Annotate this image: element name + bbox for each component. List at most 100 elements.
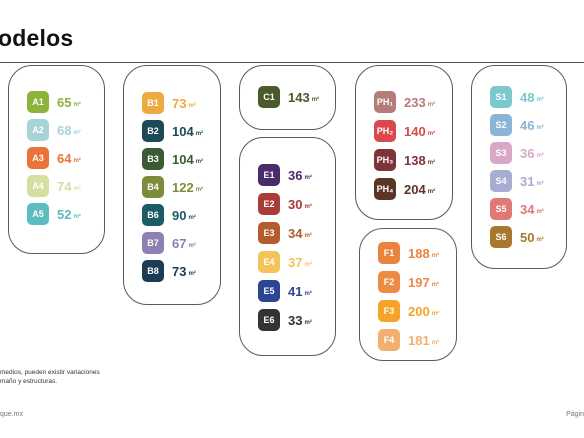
area-unit: m²: [431, 310, 440, 317]
model-area: 67 m²: [172, 236, 196, 251]
model-code-badge: PH₃: [374, 149, 396, 171]
footer-page-label: Págin: [566, 411, 584, 418]
model-item: PH₄ 204 m²: [374, 178, 435, 200]
model-area: 200 m²: [408, 304, 439, 319]
area-unit: m²: [73, 157, 81, 164]
model-code-badge: B6: [142, 204, 164, 226]
model-area: 64 m²: [57, 151, 81, 166]
model-item: F1 188 m²: [378, 242, 439, 264]
model-area-value: 138: [404, 152, 426, 168]
model-area-value: 143: [288, 89, 310, 105]
model-code-badge: S1: [490, 86, 512, 108]
model-area-value: 233: [404, 94, 426, 110]
model-area-value: 73: [172, 263, 187, 279]
area-unit: m²: [73, 129, 81, 136]
area-unit: m²: [427, 130, 436, 137]
model-area-value: 46: [520, 117, 535, 133]
model-item: S4 31 m²: [490, 170, 544, 192]
model-item: A2 68 m²: [27, 119, 81, 141]
area-unit: m²: [304, 290, 312, 297]
model-area-value: 197: [408, 274, 430, 290]
model-area: 34 m²: [288, 226, 312, 241]
model-code-badge: PH₄: [374, 178, 396, 200]
model-item: B4 122 m²: [142, 176, 203, 198]
area-unit: m²: [304, 232, 312, 239]
area-unit: m²: [73, 185, 81, 192]
model-code-badge: C1: [258, 86, 280, 108]
model-item: F2 197 m²: [378, 271, 439, 293]
model-area-value: 41: [288, 283, 303, 299]
model-area: 73 m²: [172, 264, 196, 279]
model-area: 30 m²: [288, 197, 312, 212]
model-area-value: 200: [408, 303, 430, 319]
model-code-badge: A2: [27, 119, 49, 141]
group-ph: PH₁ 233 m² PH₂ 140 m² PH₃ 138 m² PH₄ 204 m²: [355, 65, 453, 220]
model-code-badge: F4: [378, 329, 400, 351]
model-area: 90 m²: [172, 208, 196, 223]
model-code-badge: S6: [490, 226, 512, 248]
area-unit: m²: [311, 96, 320, 103]
model-code-badge: PH₁: [374, 91, 396, 113]
model-item: A5 52 m²: [27, 203, 81, 225]
model-area-value: 67: [172, 235, 187, 251]
model-area: 48 m²: [520, 90, 544, 105]
model-area: 41 m²: [288, 284, 312, 299]
model-area: 74 m²: [57, 179, 81, 194]
area-unit: m²: [427, 159, 436, 166]
model-area: 50 m²: [520, 230, 544, 245]
model-area: 36 m²: [288, 168, 312, 183]
model-area-value: 33: [288, 312, 303, 328]
model-area-value: 104: [172, 123, 194, 139]
model-item: PH₂ 140 m²: [374, 120, 435, 142]
model-item: B2 104 m²: [142, 120, 203, 142]
model-area: 52 m²: [57, 207, 81, 222]
model-item: E2 30 m²: [258, 193, 312, 215]
model-area-value: 34: [520, 201, 535, 217]
footnote-line-2: maño y estructuras.: [0, 378, 58, 385]
model-code-badge: E4: [258, 251, 280, 273]
model-area: 181 m²: [408, 333, 439, 348]
group-a: A1 65 m² A2 68 m² A3 64 m² A4 74 m² A5 52 m²: [8, 65, 105, 254]
footer-website: que.mx: [0, 411, 23, 418]
model-area: 104 m²: [172, 152, 203, 167]
area-unit: m²: [536, 236, 544, 243]
title-divider: [0, 62, 584, 63]
model-item: C1 143 m²: [258, 86, 319, 108]
model-item: E3 34 m²: [258, 222, 312, 244]
model-area-value: 36: [520, 145, 535, 161]
model-area-value: 34: [288, 225, 303, 241]
model-code-badge: S5: [490, 198, 512, 220]
model-area-value: 48: [520, 89, 535, 105]
model-item: E6 33 m²: [258, 309, 312, 331]
model-area: 34 m²: [520, 202, 544, 217]
model-item: B8 73 m²: [142, 260, 196, 282]
model-code-badge: F1: [378, 242, 400, 264]
area-unit: m²: [536, 96, 544, 103]
model-code-badge: E2: [258, 193, 280, 215]
area-unit: m²: [536, 124, 544, 131]
model-area-value: 140: [404, 123, 426, 139]
area-unit: m²: [427, 188, 436, 195]
model-area-value: 65: [57, 94, 72, 110]
model-code-badge: E5: [258, 280, 280, 302]
group-c: C1 143 m²: [239, 65, 336, 130]
footnote: medios, pueden existir variaciones maño …: [0, 368, 100, 386]
model-item: B3 104 m²: [142, 148, 203, 170]
page-title: odelos: [0, 25, 74, 51]
model-code-badge: A5: [27, 203, 49, 225]
model-code-badge: B1: [142, 92, 164, 114]
model-area: 46 m²: [520, 118, 544, 133]
model-area-value: 68: [57, 122, 72, 138]
area-unit: m²: [195, 130, 204, 137]
area-unit: m²: [195, 186, 204, 193]
model-area-value: 36: [288, 167, 303, 183]
area-unit: m²: [73, 213, 81, 220]
area-unit: m²: [304, 174, 312, 181]
model-item: E4 37 m²: [258, 251, 312, 273]
model-area: 197 m²: [408, 275, 439, 290]
model-area: 31 m²: [520, 174, 544, 189]
model-item: E5 41 m²: [258, 280, 312, 302]
model-code-badge: E3: [258, 222, 280, 244]
model-item: E1 36 m²: [258, 164, 312, 186]
model-area-value: 30: [288, 196, 303, 212]
